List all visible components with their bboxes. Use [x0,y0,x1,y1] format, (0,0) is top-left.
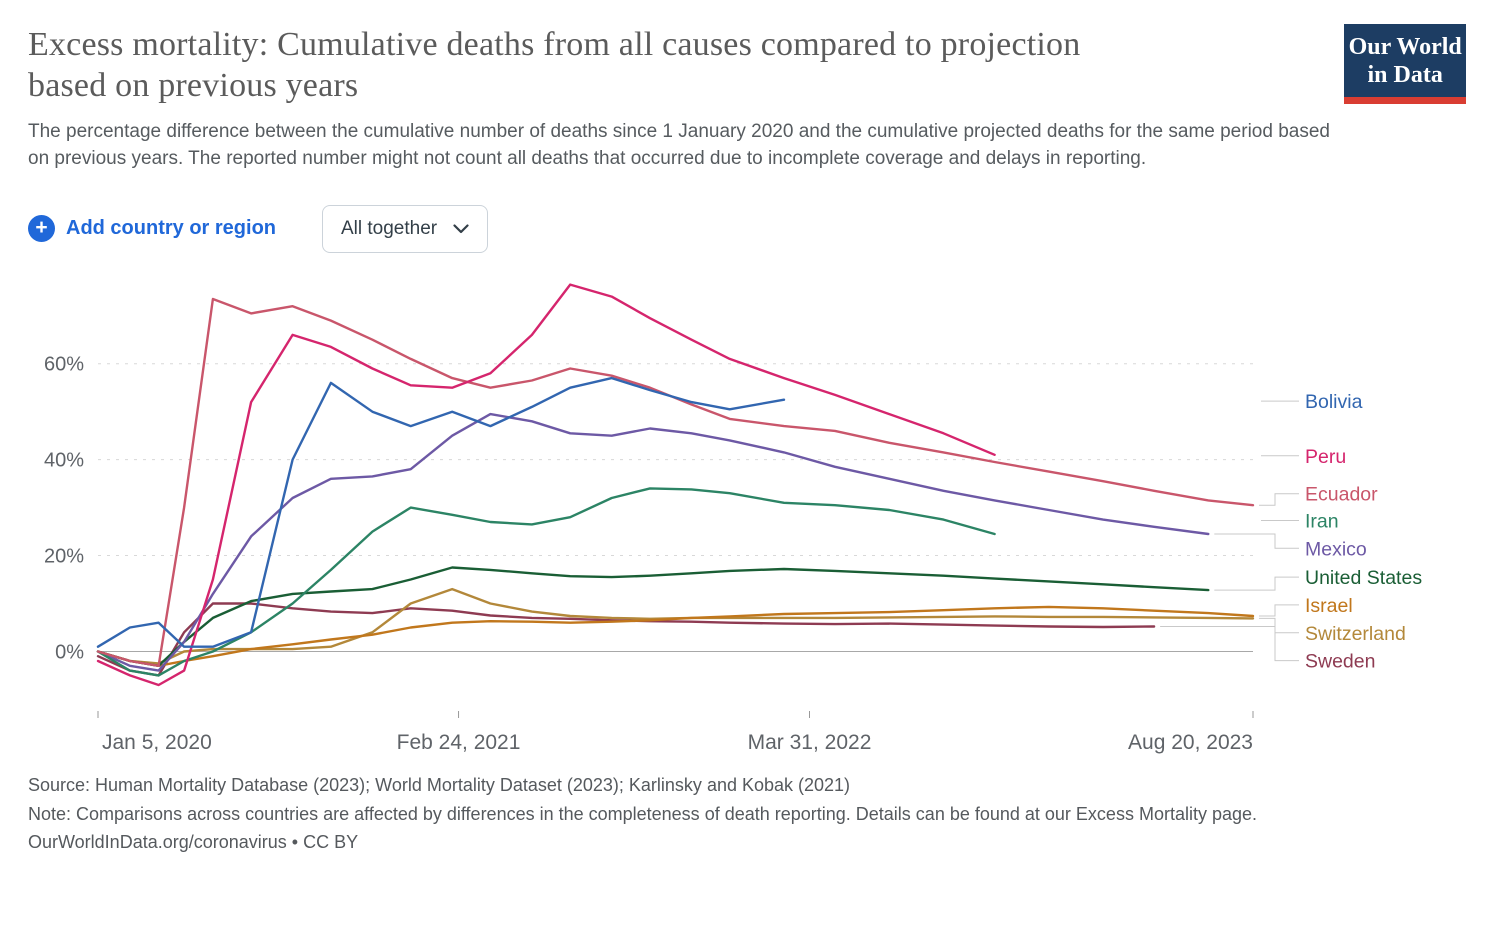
series-label-iran[interactable]: Iran [1305,510,1339,532]
logo-line-2: in Data [1367,62,1443,89]
y-axis-label-60: 60% [44,354,84,376]
dropdown-label: All together [341,217,438,239]
series-label-bolivia[interactable]: Bolivia [1305,391,1363,413]
label-connector-united-states [1214,576,1299,591]
chart-controls: + Add country or region All together [28,204,1466,253]
add-country-label: Add country or region [66,217,276,240]
chevron-down-icon [453,224,469,233]
series-line-israel[interactable] [96,605,1255,667]
page-title: Excess mortality: Cumulative deaths from… [28,26,1081,105]
x-axis-label-1: Feb 24, 2021 [397,731,521,754]
series-label-peru[interactable]: Peru [1305,446,1346,468]
label-connector-switzerland [1259,617,1299,634]
title-block: Excess mortality: Cumulative deaths from… [28,24,1344,173]
x-axis-label-2: Mar 31, 2022 [748,731,872,754]
chart-header: Excess mortality: Cumulative deaths from… [28,24,1466,173]
logo-line-1: Our World [1348,34,1462,60]
series-label-sweden[interactable]: Sweden [1305,650,1375,672]
series-line-bolivia[interactable] [96,376,786,648]
series-line-iran[interactable] [96,487,996,677]
plus-icon: + [28,215,55,243]
series-label-switzerland[interactable]: Switzerland [1305,623,1406,645]
label-connector-mexico [1214,533,1299,549]
series-line-united-states[interactable] [96,566,1210,667]
chart-footer: Source: Human Mortality Database (2023);… [28,771,1466,857]
chart-subtitle: The percentage difference between the cu… [28,120,1330,169]
label-connector-israel [1259,604,1299,617]
series-label-mexico[interactable]: Mexico [1305,538,1367,560]
attribution-text: OurWorldInData.org/coronavirus • CC BY [28,832,359,853]
label-connector-ecuador [1259,493,1299,506]
y-axis-label-40: 40% [44,450,84,472]
add-country-button[interactable]: + Add country or region [28,215,276,243]
series-line-peru[interactable] [96,283,996,687]
y-axis-label-0: 0% [55,641,84,663]
x-axis-label-3: Aug 20, 2023 [1128,731,1253,754]
entity-mode-dropdown[interactable]: All together [322,204,489,253]
series-label-israel[interactable]: Israel [1305,595,1353,617]
series-line-mexico[interactable] [96,412,1210,672]
owid-logo[interactable]: Our World in Data [1344,24,1466,104]
label-connector-sweden [1160,625,1299,661]
source-text: Source: Human Mortality Database (2023);… [28,774,851,795]
series-line-switzerland[interactable] [96,587,1255,665]
note-text: Note: Comparisons across countries are a… [28,803,1258,824]
excess-mortality-chart: 0% 20% 40% 60% Jan 5, 2020 Feb 24, 2021 Mar 31… [44,283,1422,754]
series-line-ecuador[interactable] [96,297,1255,667]
y-axis-label-20: 20% [44,545,84,567]
chart-area: 0% 20% 40% 60% Jan 5, 2020 Feb 24, 2021 Mar 31… [28,261,1466,761]
series-line-sweden[interactable] [96,602,1156,677]
series-label-united-states[interactable]: United States [1305,567,1422,589]
series-label-ecuador[interactable]: Ecuador [1305,484,1378,506]
x-axis-label-0: Jan 5, 2020 [102,731,212,754]
